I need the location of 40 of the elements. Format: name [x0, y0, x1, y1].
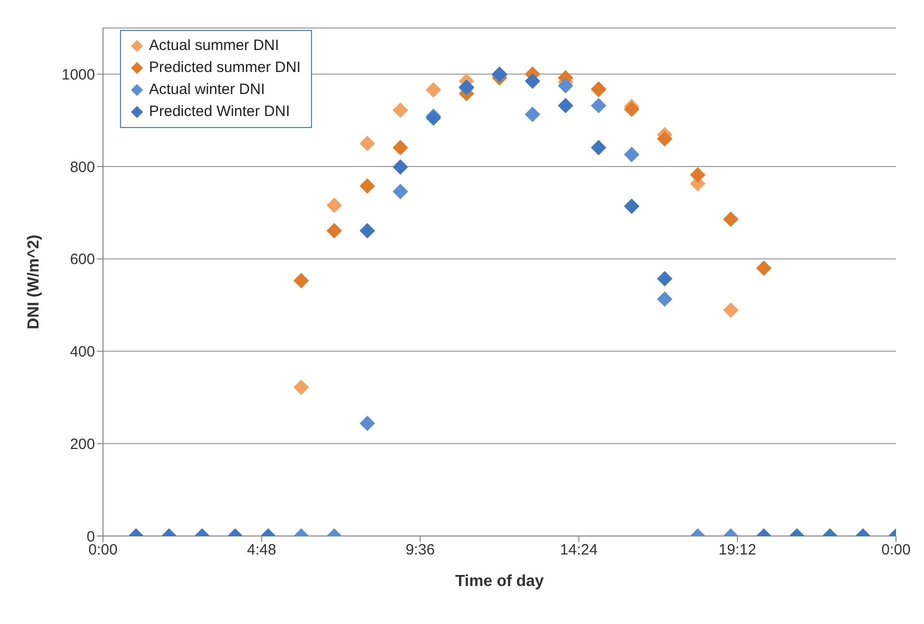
- point: [558, 78, 574, 94]
- point: [525, 74, 540, 89]
- point: [624, 198, 640, 214]
- legend-label: Predicted summer DNI: [149, 58, 301, 78]
- legend-label: Actual winter DNI: [149, 80, 265, 100]
- x-tick-label: 0:00: [881, 542, 911, 559]
- point: [326, 223, 342, 238]
- point: [360, 223, 375, 238]
- point: [591, 98, 606, 114]
- point: [657, 131, 672, 146]
- y-tick-label: 400: [70, 344, 95, 361]
- point: [360, 136, 375, 151]
- y-tick-label: 200: [70, 436, 95, 453]
- x-tick-label: 14:24: [560, 542, 598, 559]
- point: [294, 273, 309, 288]
- y-tick-label: 1000: [62, 66, 95, 84]
- point: [360, 178, 375, 194]
- point: [657, 271, 672, 286]
- y-tick-label: 600: [70, 251, 95, 268]
- point: [690, 167, 706, 182]
- legend-label: Predicted Winter DNI: [149, 102, 290, 122]
- y-tick-label: 800: [70, 158, 95, 176]
- point: [591, 140, 606, 156]
- point: [392, 184, 408, 199]
- x-axis-title: Time of day: [455, 573, 544, 590]
- x-tick-label: 19:12: [718, 542, 756, 559]
- point: [392, 102, 408, 118]
- point: [426, 82, 441, 98]
- x-tick-label: 9:36: [406, 542, 435, 559]
- point: [624, 147, 640, 162]
- point: [756, 260, 772, 276]
- point: [392, 140, 408, 156]
- point: [558, 98, 574, 114]
- point: [326, 198, 342, 213]
- point: [723, 212, 738, 227]
- point: [392, 160, 408, 175]
- y-axis-title: DNI (W/m^2): [26, 234, 43, 330]
- legend-label: Actual summer DNI: [149, 36, 280, 56]
- point: [525, 106, 540, 122]
- x-tick-label: 4:48: [247, 542, 276, 559]
